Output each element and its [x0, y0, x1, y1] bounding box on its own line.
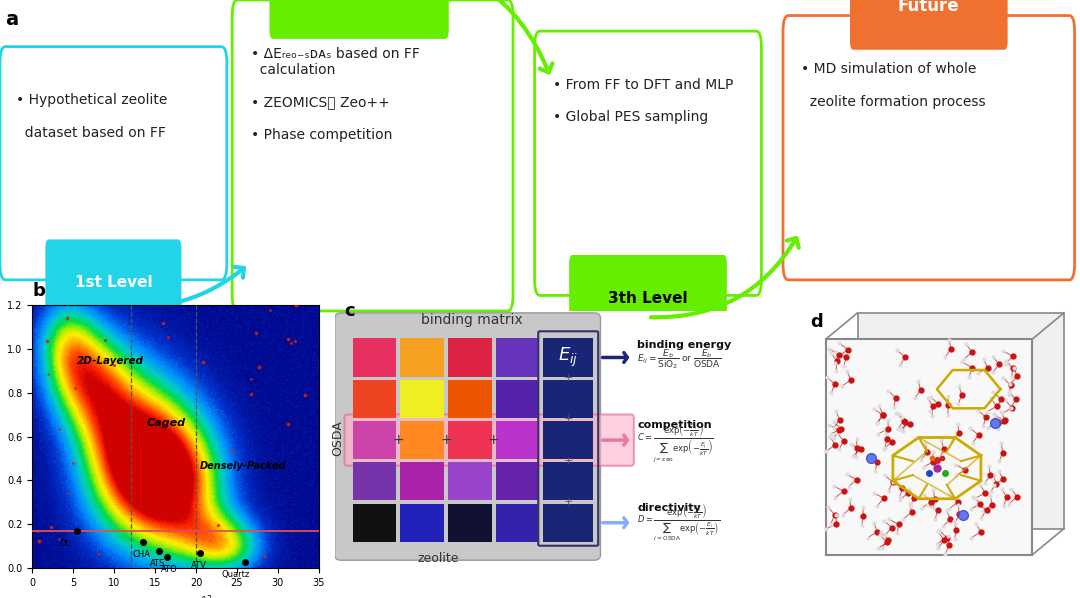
- Polygon shape: [826, 339, 1032, 555]
- Text: c: c: [345, 301, 355, 319]
- Bar: [543, 504, 593, 542]
- Text: ATO: ATO: [161, 566, 177, 575]
- Text: ATS: ATS: [150, 559, 165, 568]
- Bar: [543, 338, 593, 377]
- Bar: [401, 338, 444, 377]
- Bar: [352, 421, 396, 459]
- FancyBboxPatch shape: [345, 414, 634, 466]
- Text: CHA: CHA: [132, 550, 150, 559]
- Text: binding energy: binding energy: [637, 340, 731, 350]
- Text: binding matrix: binding matrix: [421, 313, 523, 327]
- Text: ATV: ATV: [190, 561, 206, 570]
- Text: $E_{ij}$: $E_{ij}$: [558, 346, 579, 369]
- Bar: [496, 504, 539, 542]
- Bar: [543, 380, 593, 418]
- Text: +: +: [564, 456, 572, 466]
- Text: 1st Level: 1st Level: [75, 276, 152, 291]
- Text: • MD simulation of whole

  zeolite formation process: • MD simulation of whole zeolite formati…: [801, 62, 986, 109]
- Bar: [448, 462, 491, 501]
- FancyBboxPatch shape: [569, 255, 727, 342]
- Text: zeolite: zeolite: [418, 553, 459, 565]
- Bar: [401, 380, 444, 418]
- Text: d: d: [810, 313, 823, 331]
- Text: +: +: [564, 497, 572, 507]
- Text: $E_{ij}=\dfrac{E_b}{\mathrm{SiO_2}}$ or $\dfrac{E_b}{\mathrm{OSDA}}$: $E_{ij}=\dfrac{E_b}{\mathrm{SiO_2}}$ or …: [637, 347, 721, 371]
- Bar: [352, 338, 396, 377]
- Text: Future: Future: [897, 0, 960, 15]
- Text: Caged: Caged: [147, 417, 186, 428]
- Text: OSDA: OSDA: [332, 420, 345, 456]
- Bar: [352, 380, 396, 418]
- Text: $C=\dfrac{\exp\!\left(-\frac{E_{ij}}{kT}\right)}{\sum_{j=\mathrm{zeo}}\exp\!\lef: $C=\dfrac{\exp\!\left(-\frac{E_{ij}}{kT}…: [637, 419, 714, 463]
- Bar: [496, 338, 539, 377]
- FancyBboxPatch shape: [783, 16, 1075, 280]
- Text: a: a: [5, 10, 18, 29]
- Text: directivity: directivity: [637, 503, 701, 513]
- Bar: [448, 504, 491, 542]
- Text: +: +: [488, 433, 499, 447]
- X-axis label: $FD$ ($T$/1000 Å$^3$): $FD$ ($T$/1000 Å$^3$): [134, 593, 217, 598]
- Bar: [352, 462, 396, 501]
- FancyBboxPatch shape: [270, 0, 449, 39]
- Text: competition: competition: [637, 420, 712, 430]
- Text: b: b: [32, 282, 45, 300]
- FancyBboxPatch shape: [232, 0, 513, 311]
- FancyBboxPatch shape: [850, 0, 1008, 50]
- Text: $D=\dfrac{\exp\!\left(-\frac{E_{ij}}{kT}\right)}{\sum_{i=\mathrm{OSDA}}\exp\!\le: $D=\dfrac{\exp\!\left(-\frac{E_{ij}}{kT}…: [637, 501, 720, 543]
- Text: +: +: [564, 414, 572, 425]
- Polygon shape: [858, 313, 1064, 529]
- Text: Quartz: Quartz: [221, 570, 249, 579]
- Bar: [401, 504, 444, 542]
- Text: +: +: [441, 433, 451, 447]
- FancyBboxPatch shape: [335, 313, 600, 560]
- Bar: [401, 421, 444, 459]
- FancyBboxPatch shape: [535, 31, 761, 295]
- Bar: [352, 504, 396, 542]
- Text: +: +: [564, 373, 572, 383]
- Y-axis label: Energy (eV/ Al$_{0.5}$P$_{0.5}$O$_2$ f. u.): Energy (eV/ Al$_{0.5}$P$_{0.5}$O$_2$ f. …: [0, 373, 2, 500]
- Text: DL: DL: [59, 539, 70, 548]
- Bar: [496, 380, 539, 418]
- Bar: [448, 421, 491, 459]
- Bar: [448, 380, 491, 418]
- Bar: [543, 462, 593, 501]
- FancyBboxPatch shape: [45, 239, 181, 327]
- Text: 3th Level: 3th Level: [608, 291, 688, 306]
- Text: • From FF to DFT and MLP

• Global PES sampling: • From FF to DFT and MLP • Global PES sa…: [553, 78, 733, 124]
- Text: +: +: [392, 433, 404, 447]
- Bar: [496, 462, 539, 501]
- Text: Densely-Packed: Densely-Packed: [200, 462, 286, 471]
- Bar: [543, 421, 593, 459]
- Text: • Hypothetical zeolite

  dataset based on FF: • Hypothetical zeolite dataset based on …: [16, 93, 167, 140]
- Bar: [401, 462, 444, 501]
- Text: • ΔEᵣₑₒ₋ₛᴅᴀₛ based on FF
  calculation

• ZEOMICS、 Zeo++

• Phase competition: • ΔEᵣₑₒ₋ₛᴅᴀₛ based on FF calculation • Z…: [251, 47, 419, 142]
- Bar: [448, 338, 491, 377]
- Text: 2D-Layered: 2D-Layered: [78, 356, 145, 366]
- Bar: [496, 421, 539, 459]
- FancyBboxPatch shape: [0, 47, 227, 280]
